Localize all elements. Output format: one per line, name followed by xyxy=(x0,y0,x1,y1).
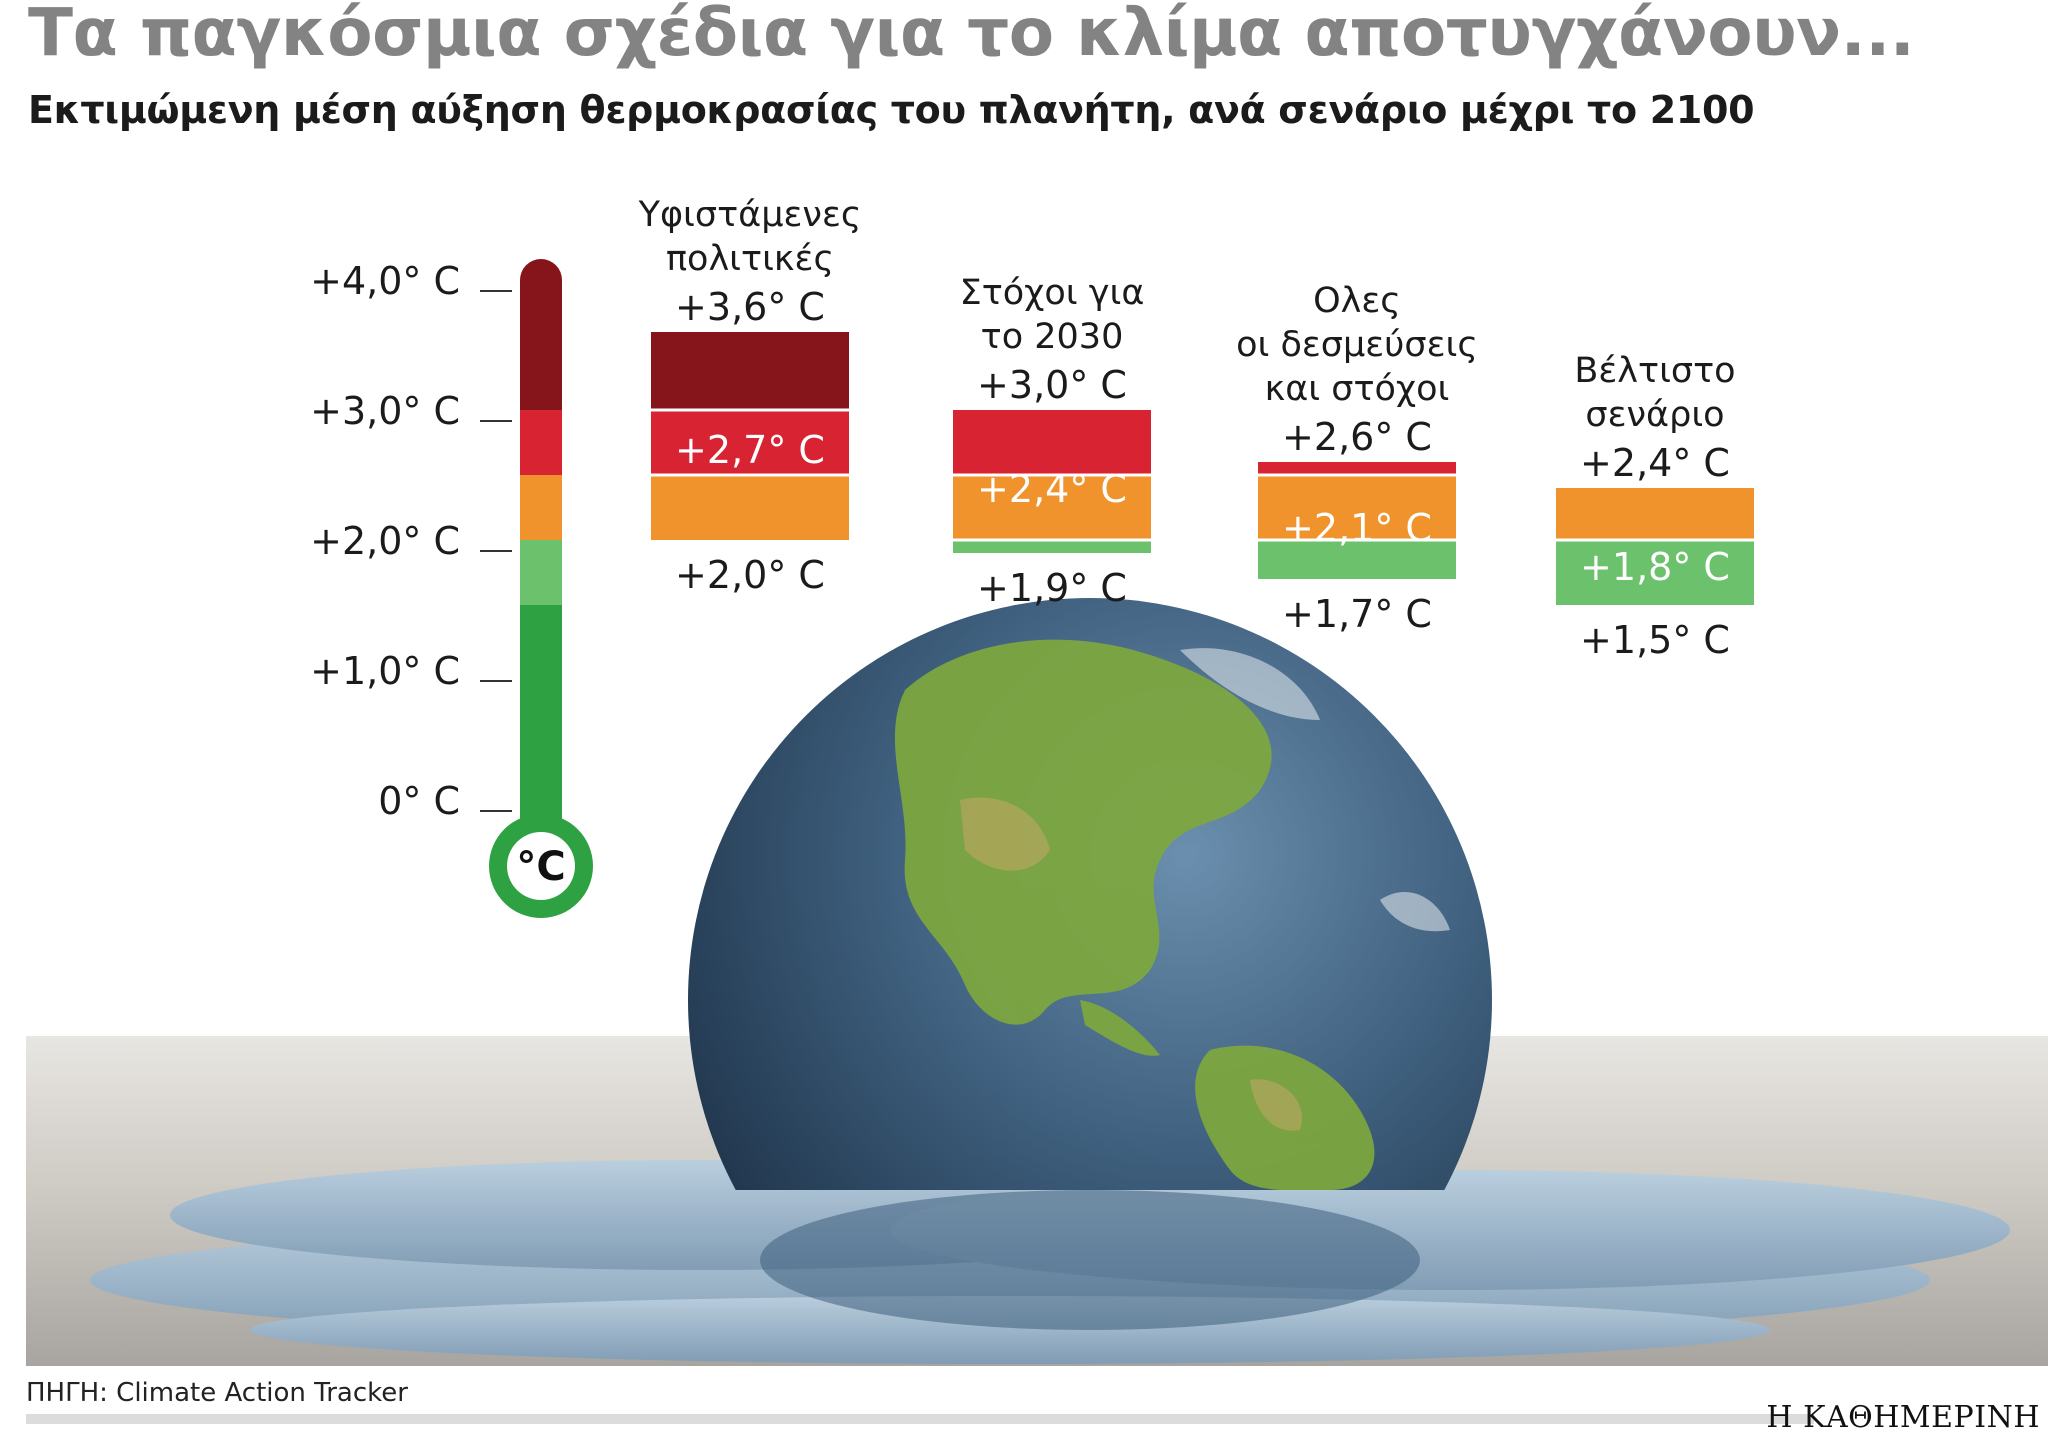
scenario-mid-label: +2,7° C xyxy=(675,428,825,472)
scenario-0: +3,6° C +2,7° C +2,0° C Υφιστάμενεςπολιτικέ… xyxy=(638,195,862,597)
scenario-bar-segment xyxy=(1258,475,1456,540)
scenario-low-label: +2,0° C xyxy=(675,553,825,597)
melting-earth-illustration xyxy=(26,598,2048,1366)
scenario-name-line: πολιτικές xyxy=(666,239,834,279)
scenario-name-line: το 2030 xyxy=(981,317,1124,357)
scenario-high-label: +3,6° C xyxy=(675,285,825,329)
thermometer-tick-label: 0° C xyxy=(378,779,460,823)
scenario-mid-label: +2,1° C xyxy=(1282,506,1432,550)
thermometer-unit-label: °C xyxy=(516,844,565,890)
scenario-bar-segment xyxy=(953,475,1151,540)
scenario-bar-segment xyxy=(953,410,1151,475)
scenario-name-line: οι δεσμεύσεις xyxy=(1236,325,1478,365)
scenario-mid-label: +2,4° C xyxy=(977,467,1127,511)
scenario-name-line: Βέλτιστο xyxy=(1574,351,1735,391)
scenario-name-line: Υφιστάμενες xyxy=(638,195,862,235)
globe xyxy=(688,598,1492,1190)
globe-reflection xyxy=(760,1190,1420,1330)
scenario-bars: +3,6° C +2,7° C +2,0° C Υφιστάμενεςπολιτικέ… xyxy=(638,195,1754,662)
thermometer-cap xyxy=(520,259,562,280)
thermometer-band-3 xyxy=(520,410,562,475)
scenario-high-label: +2,4° C xyxy=(1580,441,1730,485)
scenario-name-line: σενάριο xyxy=(1585,395,1724,435)
publisher-logo: Η ΚΑΘΗΜΕΡΙΝΗ xyxy=(1766,1400,2040,1435)
thermometer-band-2 xyxy=(520,475,562,540)
thermometer-band-1 xyxy=(520,540,562,605)
thermometer-tick-label: +2,0° C xyxy=(310,519,460,563)
thermometer-tick-label: +3,0° C xyxy=(310,389,460,433)
thermometer-tick-label: +1,0° C xyxy=(310,649,460,693)
thermometer-band-4 xyxy=(520,280,562,410)
thermometer: °C xyxy=(489,259,593,918)
thermometer-band-0 xyxy=(520,605,562,800)
source-note: ΠΗΓΗ: Climate Action Tracker xyxy=(26,1378,408,1408)
page-title: Τα παγκόσμια σχέδια για το κλίμα αποτυγχ… xyxy=(28,0,1915,71)
scenario-high-label: +2,6° C xyxy=(1282,415,1432,459)
scenario-name-line: Στόχοι για xyxy=(960,273,1145,313)
scenario-bar-segment xyxy=(1258,540,1456,579)
scenario-low-label: +1,5° C xyxy=(1580,618,1730,662)
scenario-bar-segment xyxy=(1258,462,1456,475)
scenario-bar-segment xyxy=(1556,540,1754,605)
scenario-low-label: +1,9° C xyxy=(977,566,1127,610)
page-subtitle: Εκτιμώμενη μέση αύξηση θερμοκρασίας του … xyxy=(28,88,1755,132)
scenario-high-label: +3,0° C xyxy=(977,363,1127,407)
thermometer-bulb-inner xyxy=(507,832,575,900)
scenario-bar-segment xyxy=(1556,488,1754,540)
scenario-name-line: και στόχοι xyxy=(1265,369,1450,409)
scenario-bar-segment xyxy=(651,332,849,410)
scenario-bar-segment xyxy=(651,475,849,540)
thermometer-tick-label: +4,0° C xyxy=(310,259,460,303)
scenario-bar-segment xyxy=(953,540,1151,553)
scenario-low-label: +1,7° C xyxy=(1282,592,1432,636)
scenario-bar-segment xyxy=(651,410,849,475)
scenario-name-line: Ολες xyxy=(1313,281,1401,321)
thermometer-scale: +4,0° C +3,0° C +2,0° C +1,0° C 0° C xyxy=(310,259,512,823)
scenario-mid-label: +1,8° C xyxy=(1580,545,1730,589)
footer-divider xyxy=(26,1414,1814,1424)
